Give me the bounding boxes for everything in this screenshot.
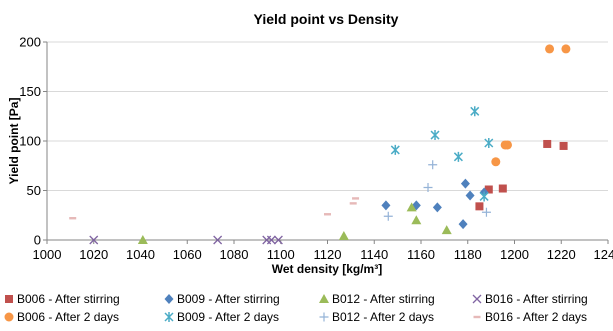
gridlines — [47, 41, 608, 191]
data-point — [543, 139, 552, 148]
legend-item: B009 - After stirring — [164, 292, 280, 306]
data-point — [406, 202, 417, 212]
x-tick-label: 1160 — [407, 247, 435, 262]
data-point — [475, 202, 484, 211]
y-tick-label: 100 — [19, 134, 41, 149]
legend-item: B016 - After 2 days — [473, 310, 587, 324]
legend-label: B009 - After stirring — [177, 292, 280, 306]
legend-marker — [473, 315, 481, 319]
x-tick-label: 1140 — [360, 247, 388, 262]
y-tick-label: 0 — [34, 233, 41, 248]
legend-marker — [4, 312, 14, 322]
data-point — [352, 197, 360, 200]
y-tick-label: 50 — [27, 183, 41, 198]
x-tick-label: 1120 — [314, 247, 342, 262]
legend-item: B012 - After 2 days — [319, 310, 434, 324]
x-tick-label: 1200 — [500, 247, 529, 262]
data-point — [390, 144, 400, 155]
data-point — [561, 44, 571, 54]
data-point — [453, 151, 463, 162]
data-point — [559, 141, 568, 150]
legend-label: B009 - After 2 days — [177, 310, 279, 324]
legend-item: B009 - After 2 days — [164, 310, 279, 324]
legend-marker — [319, 312, 329, 322]
data-point — [545, 44, 555, 54]
chart-title: Yield point vs Density — [254, 11, 399, 27]
x-tick-label: 1240 — [594, 247, 613, 262]
data-point — [502, 140, 512, 150]
data-point — [381, 200, 391, 211]
legend: B006 - After stirring B009 - After stirri… — [4, 292, 588, 324]
data-point — [273, 235, 283, 245]
data-point — [137, 235, 148, 244]
data-point — [491, 157, 501, 167]
data-point — [266, 235, 276, 245]
data-point — [460, 178, 470, 189]
legend-item: B012 - After stirring — [319, 292, 435, 306]
x-tick-label: 1080 — [220, 247, 249, 262]
data-point — [89, 235, 99, 245]
data-point — [432, 202, 442, 213]
legend-item: B006 - After stirring — [5, 292, 120, 306]
data-point — [324, 213, 331, 216]
legend-label: B012 - After stirring — [332, 292, 435, 306]
data-point — [484, 185, 493, 194]
x-axis-title: Wet density [kg/m³] — [272, 262, 382, 276]
y-tick-label: 200 — [19, 35, 41, 50]
data-point — [411, 215, 422, 225]
x-tick-label: 1040 — [126, 247, 155, 262]
data-point — [423, 183, 433, 193]
tick-labels: 0 50 100 150 200 1000 1020 1040 1060 1080 1100 1120… — [19, 35, 613, 263]
data-point — [430, 130, 440, 141]
x-tick-label: 1060 — [173, 247, 202, 262]
y-axis-title: Yield point [Pa] — [7, 98, 21, 185]
legend-marker — [472, 294, 482, 304]
data-point — [481, 207, 491, 217]
data-point — [383, 211, 393, 221]
data-point — [465, 190, 475, 201]
x-tick-label: 1100 — [267, 247, 295, 262]
legend-label: B006 - After stirring — [17, 292, 120, 306]
legend-marker — [164, 312, 174, 322]
data-point — [213, 235, 223, 245]
legend-marker — [5, 295, 13, 303]
x-tick-label: 1220 — [547, 247, 576, 262]
data-point — [470, 106, 480, 117]
legend-item: B016 - After stirring — [472, 292, 588, 306]
x-tick-label: 1020 — [79, 247, 108, 262]
legend-marker — [164, 294, 174, 304]
y-tick-label: 150 — [19, 84, 41, 99]
x-tick-label: 1180 — [454, 247, 482, 262]
data-point — [349, 202, 357, 205]
legend-label: B012 - After 2 days — [332, 310, 434, 324]
data-point — [428, 160, 438, 170]
data-point — [479, 191, 489, 202]
data-point — [498, 184, 507, 193]
data-point — [441, 225, 452, 235]
data-point — [484, 137, 494, 148]
data-point — [338, 231, 349, 241]
legend-item: B006 - After 2 days — [4, 310, 119, 324]
data-point — [69, 217, 77, 220]
legend-label: B016 - After 2 days — [485, 310, 587, 324]
data-points — [69, 44, 571, 245]
legend-label: B006 - After 2 days — [17, 310, 119, 324]
x-tick-label: 1000 — [33, 247, 62, 262]
legend-label: B016 - After stirring — [485, 292, 588, 306]
legend-marker — [319, 294, 329, 303]
data-point — [458, 219, 468, 230]
